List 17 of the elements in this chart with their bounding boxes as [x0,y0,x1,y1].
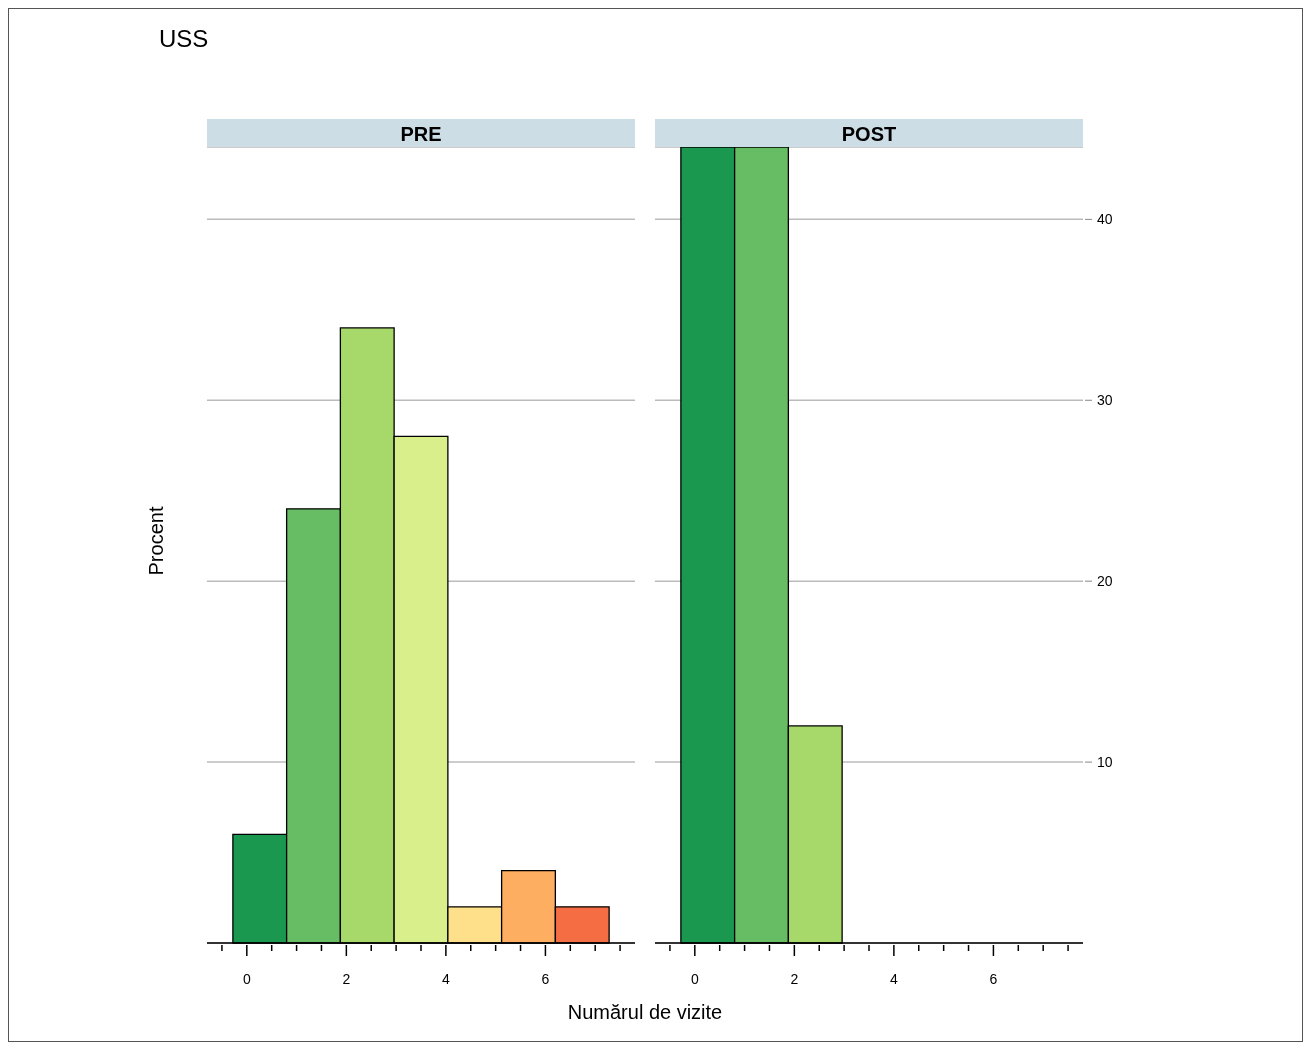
x-tick-label: 4 [889,971,898,987]
y-tick-label: 10 [1097,754,1113,771]
x-tick-label: 0 [242,971,251,987]
x-tick-label: 2 [790,971,799,987]
x-axis-title: Numărul de vizite [567,1001,723,1024]
y-tick-label: 40 [1097,211,1113,228]
y-tick-label: 30 [1097,392,1113,409]
y-tick-label: 20 [1097,573,1113,590]
y-axis-title: Procent [144,506,168,576]
x-tick-label: 0 [690,971,699,987]
chart-title: PRE [207,119,635,147]
x-tick-label: 6 [541,971,550,987]
x-tick-label: 6 [989,971,998,987]
x-tick-label: 4 [441,971,450,987]
x-tick-label: 2 [342,971,351,987]
chart-title: POST [655,119,1083,147]
text: USS [159,25,209,53]
